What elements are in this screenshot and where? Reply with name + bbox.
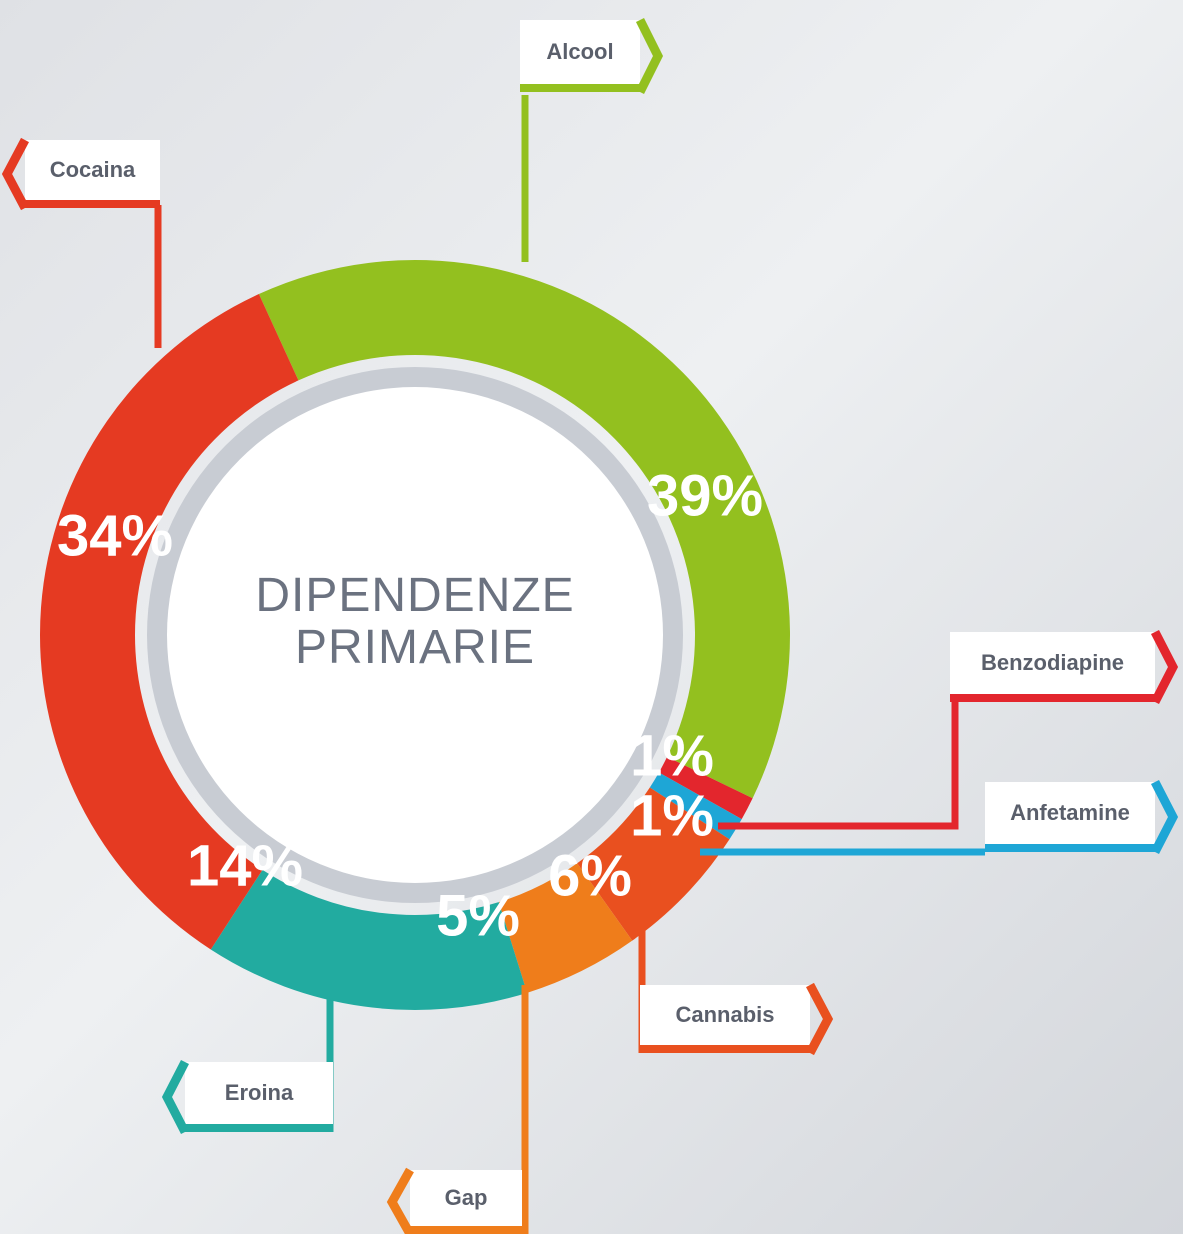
inner-disc <box>167 387 663 883</box>
flag-chevron <box>1150 629 1179 705</box>
flag-chevron <box>1 137 29 211</box>
flag-underline <box>185 1124 333 1132</box>
flag-label: Eroina <box>225 1080 294 1105</box>
leader-line <box>718 700 959 830</box>
value-label: 39% <box>647 463 763 528</box>
flag-label: Cannabis <box>675 1002 774 1027</box>
value-label: 1% <box>630 723 714 788</box>
flag-underline <box>520 84 640 92</box>
flag-underline <box>25 200 160 208</box>
flag-chevron <box>161 1059 190 1135</box>
flag-box <box>640 985 810 1047</box>
value-label: 14% <box>187 833 303 898</box>
slice <box>498 863 633 993</box>
flag-underline <box>640 1045 810 1053</box>
flag-label: Gap <box>445 1185 488 1210</box>
flag-underline <box>410 1226 522 1234</box>
value-label: 5% <box>436 883 520 948</box>
slice <box>658 756 753 820</box>
flag-label: Benzodiapine <box>981 650 1124 675</box>
slice <box>210 869 528 1010</box>
flag-chevron <box>806 982 834 1056</box>
flag-chevron <box>635 17 664 95</box>
value-label: 1% <box>630 783 714 848</box>
value-label: 6% <box>548 843 632 908</box>
flag-chevron <box>386 1167 414 1234</box>
flag-box <box>25 140 160 202</box>
flag-box <box>950 632 1155 696</box>
value-label: 34% <box>57 503 173 568</box>
slice <box>258 259 790 799</box>
slice <box>577 787 730 941</box>
flag-label: Cocaina <box>50 157 136 182</box>
flag-underline <box>985 844 1155 852</box>
flag-box <box>410 1170 522 1228</box>
flag-box <box>185 1062 333 1126</box>
flag-box <box>985 782 1155 846</box>
flag-label: Anfetamine <box>1010 800 1130 825</box>
center-title: DIPENDENZE PRIMARIE <box>255 569 575 674</box>
flag-underline <box>950 694 1155 702</box>
flag-box <box>520 20 640 86</box>
flag-label: Alcool <box>546 39 613 64</box>
slice <box>40 294 299 950</box>
flag-chevron <box>1150 779 1179 855</box>
